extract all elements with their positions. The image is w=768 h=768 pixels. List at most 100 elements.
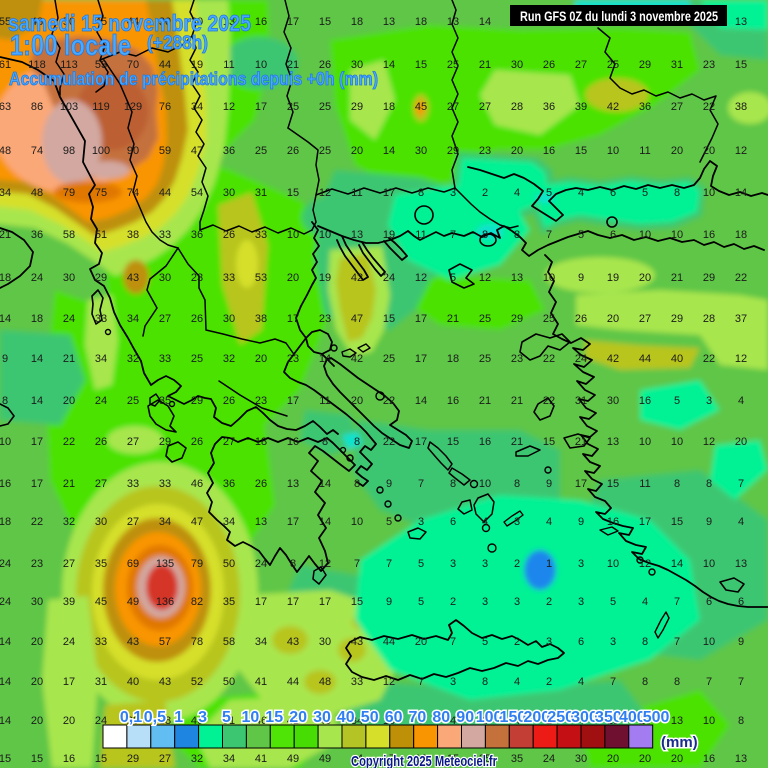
svg-text:7: 7 [610,676,616,688]
svg-text:14: 14 [319,478,331,490]
svg-text:63: 63 [0,101,11,113]
svg-text:51: 51 [223,715,235,727]
svg-text:13: 13 [287,478,299,490]
svg-text:500: 500 [643,709,670,726]
svg-text:25: 25 [479,353,491,365]
svg-text:200: 200 [523,709,550,726]
svg-text:15: 15 [415,59,427,71]
svg-text:7: 7 [450,636,456,648]
svg-text:15: 15 [319,16,331,28]
svg-text:18: 18 [31,313,43,325]
svg-text:8: 8 [482,676,488,688]
svg-text:10: 10 [287,229,299,241]
svg-text:25: 25 [447,59,459,71]
svg-text:51: 51 [95,229,107,241]
svg-text:24: 24 [31,272,43,284]
svg-text:16: 16 [639,395,651,407]
svg-text:(mm): (mm) [661,734,698,751]
svg-text:24: 24 [63,313,75,325]
svg-text:7: 7 [450,229,456,241]
svg-text:11: 11 [639,478,650,490]
svg-text:10: 10 [703,558,715,570]
svg-text:28: 28 [511,101,523,113]
svg-text:17: 17 [31,436,43,448]
svg-text:27: 27 [479,101,491,113]
svg-text:14: 14 [383,145,395,157]
svg-text:3: 3 [450,676,456,688]
svg-text:22: 22 [383,395,395,407]
svg-text:57: 57 [159,636,171,648]
svg-text:48: 48 [0,145,11,157]
svg-text:34: 34 [0,187,11,199]
svg-text:33: 33 [255,229,267,241]
svg-text:30: 30 [607,395,619,407]
svg-text:Run GFS 0Z du lundi 3 novembre: Run GFS 0Z du lundi 3 novembre 2025 [520,9,718,24]
svg-text:350: 350 [595,709,622,726]
svg-text:6: 6 [578,636,584,648]
svg-text:5: 5 [578,229,584,241]
svg-text:21: 21 [511,395,523,407]
svg-text:36: 36 [223,145,235,157]
svg-text:13: 13 [735,558,747,570]
svg-text:14: 14 [319,516,331,528]
svg-text:16: 16 [607,516,619,528]
svg-text:49: 49 [319,753,331,765]
svg-text:42: 42 [607,101,619,113]
svg-text:49: 49 [127,596,139,608]
svg-text:118: 118 [28,59,46,71]
svg-text:119: 119 [92,101,110,113]
svg-text:2: 2 [546,715,552,727]
svg-text:15: 15 [265,709,283,726]
svg-text:29: 29 [703,272,715,284]
svg-text:25: 25 [191,353,203,365]
svg-text:16: 16 [447,395,459,407]
svg-text:14: 14 [671,558,683,570]
svg-text:135: 135 [156,558,174,570]
svg-text:2: 2 [482,187,488,199]
svg-text:17: 17 [287,395,299,407]
svg-text:10: 10 [703,187,715,199]
svg-text:30: 30 [159,272,171,284]
svg-text:53: 53 [255,272,267,284]
svg-text:12: 12 [383,676,395,688]
svg-text:23: 23 [31,558,43,570]
svg-text:30: 30 [415,145,427,157]
svg-text:46: 46 [191,478,203,490]
svg-text:4: 4 [578,187,584,199]
svg-text:82: 82 [191,596,203,608]
svg-text:15: 15 [447,436,459,448]
svg-text:17: 17 [383,753,395,765]
svg-text:20: 20 [607,313,619,325]
svg-text:20: 20 [31,715,43,727]
svg-text:29: 29 [639,59,651,71]
svg-text:31: 31 [255,187,267,199]
svg-text:42: 42 [351,272,363,284]
svg-text:76: 76 [159,101,171,113]
svg-text:34: 34 [223,516,235,528]
svg-text:17: 17 [255,596,267,608]
svg-text:16: 16 [479,436,491,448]
svg-text:36: 36 [639,101,651,113]
svg-text:79: 79 [63,187,75,199]
svg-text:2: 2 [514,636,520,648]
svg-text:70: 70 [127,59,139,71]
svg-text:17: 17 [415,353,427,365]
svg-text:11: 11 [351,187,362,199]
svg-text:45: 45 [415,101,427,113]
svg-text:31: 31 [575,395,587,407]
svg-text:8: 8 [418,187,424,199]
svg-text:40: 40 [127,676,139,688]
svg-text:2: 2 [450,596,456,608]
svg-text:30: 30 [63,272,75,284]
svg-text:8: 8 [354,478,360,490]
svg-text:80: 80 [432,709,450,726]
svg-text:50: 50 [63,16,75,28]
svg-text:23: 23 [287,353,299,365]
svg-text:14: 14 [0,676,11,688]
svg-text:11: 11 [319,395,330,407]
svg-text:9: 9 [2,353,8,365]
svg-text:18: 18 [735,229,747,241]
svg-text:13: 13 [735,753,747,765]
svg-text:Copyright 2025 Meteociel.fr: Copyright 2025 Meteociel.fr [351,753,497,768]
svg-text:6: 6 [738,596,744,608]
